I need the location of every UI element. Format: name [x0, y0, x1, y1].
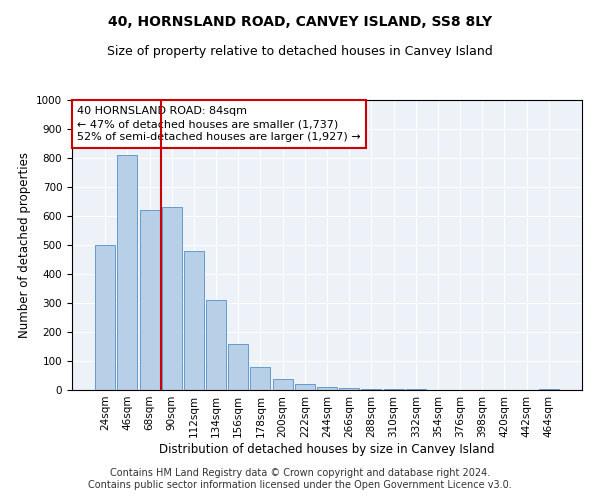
Text: 40 HORNSLAND ROAD: 84sqm
← 47% of detached houses are smaller (1,737)
52% of sem: 40 HORNSLAND ROAD: 84sqm ← 47% of detach…: [77, 106, 361, 142]
Bar: [118, 155, 137, 390]
Text: Contains HM Land Registry data © Crown copyright and database right 2024.
Contai: Contains HM Land Registry data © Crown c…: [88, 468, 512, 490]
Bar: [339, 388, 359, 390]
Bar: [228, 344, 248, 390]
Bar: [383, 389, 404, 390]
Text: Size of property relative to detached houses in Canvey Island: Size of property relative to detached ho…: [107, 45, 493, 58]
Bar: [317, 386, 337, 390]
Y-axis label: Number of detached properties: Number of detached properties: [17, 152, 31, 338]
Bar: [361, 388, 382, 390]
Text: 40, HORNSLAND ROAD, CANVEY ISLAND, SS8 8LY: 40, HORNSLAND ROAD, CANVEY ISLAND, SS8 8…: [108, 15, 492, 29]
Bar: [184, 251, 204, 390]
Bar: [206, 300, 226, 390]
Bar: [272, 379, 293, 390]
Bar: [250, 367, 271, 390]
Bar: [95, 245, 115, 390]
Bar: [162, 208, 182, 390]
Bar: [140, 210, 160, 390]
X-axis label: Distribution of detached houses by size in Canvey Island: Distribution of detached houses by size …: [159, 442, 495, 456]
Bar: [295, 384, 315, 390]
